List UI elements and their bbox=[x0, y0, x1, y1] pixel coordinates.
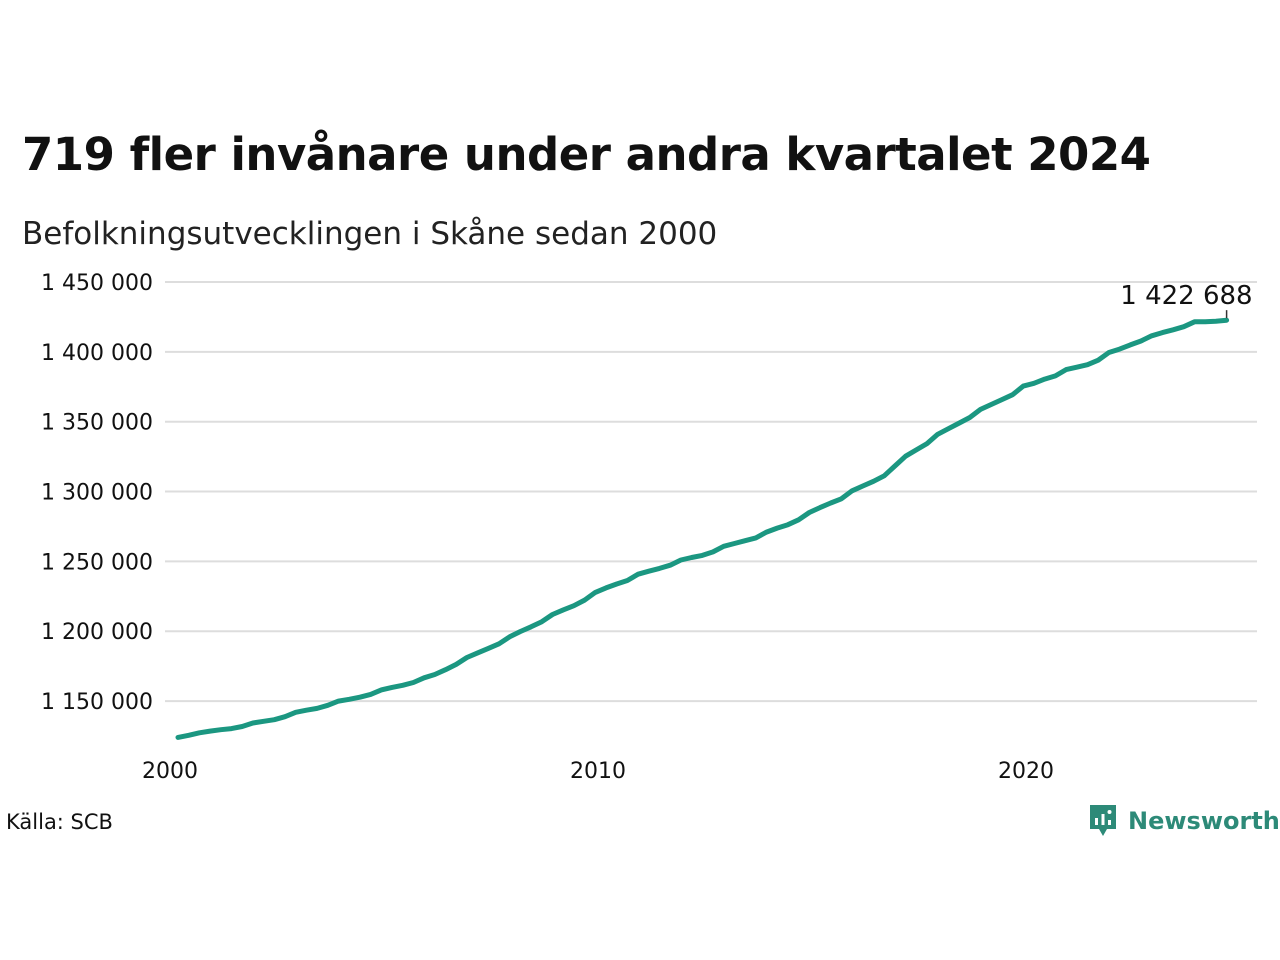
y-tick-label: 1 300 000 bbox=[41, 481, 153, 506]
y-tick-label: 1 400 000 bbox=[41, 341, 153, 366]
y-tick-label: 1 250 000 bbox=[41, 550, 153, 575]
x-tick-label: 2010 bbox=[570, 759, 626, 784]
y-tick-label: 1 200 000 bbox=[41, 620, 153, 645]
y-tick-label: 1 350 000 bbox=[41, 411, 153, 436]
last-value-label: 1 422 688 bbox=[1120, 281, 1252, 311]
brand-logo: Newsworthy bbox=[1088, 803, 1280, 839]
series-layer bbox=[175, 317, 1230, 740]
x-tick-label: 2000 bbox=[142, 759, 198, 784]
annotations: 1 422 688 bbox=[1120, 281, 1253, 319]
brand-name: Newsworthy bbox=[1128, 807, 1280, 835]
x-axis: 2000 2010 2020 bbox=[142, 759, 1054, 784]
newsworthy-chart-bubble-icon bbox=[1090, 805, 1116, 836]
y-tick-label: 1 150 000 bbox=[41, 690, 153, 715]
y-tick-label: 1 450 000 bbox=[41, 271, 153, 296]
source-note: Källa: SCB bbox=[6, 810, 113, 834]
series-line bbox=[175, 317, 1230, 740]
chart-subtitle: Befolkningsutvecklingen i Skåne sedan 20… bbox=[22, 216, 718, 252]
gridlines bbox=[165, 281, 1257, 703]
y-axis: 1 150 000 1 200 000 1 250 000 1 300 000 1 35… bbox=[41, 271, 153, 715]
chart-title: 719 fler invånare under andra kvartalet … bbox=[22, 128, 1151, 181]
x-tick-label: 2020 bbox=[998, 759, 1054, 784]
